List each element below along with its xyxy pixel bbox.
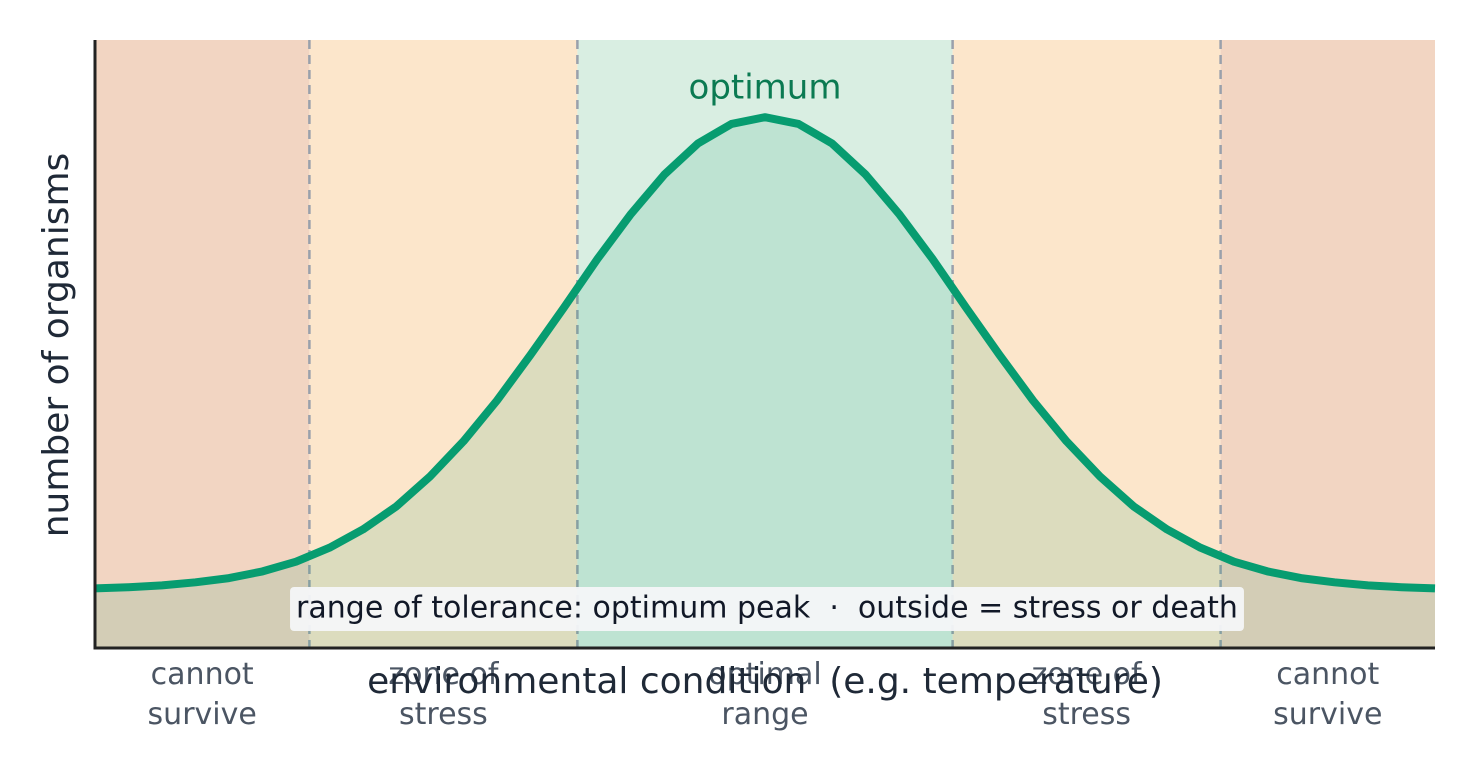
x-axis-label: environmental condition (e.g. temperatur… [367,661,1163,702]
zone-label: zone of stress [388,657,499,732]
zone-label-line: range [721,697,808,732]
zone-label-line: stress [399,697,488,732]
zone-label: optimal range [708,657,821,732]
zone-label-line: survive [148,697,257,732]
zone-label-line: cannot [1276,657,1379,692]
zone-label-line: zone of [388,657,499,692]
zone-label: zone of stress [1032,657,1143,732]
zone-label: cannot survive [148,657,257,732]
note-box [290,587,1244,631]
zone-label: cannot survive [1273,657,1382,732]
peak-label: optimum [689,68,842,108]
zone [577,40,953,648]
zone-label-line: stress [1042,697,1131,732]
y-axis-label: number of organisms [36,153,77,538]
curve [94,113,1436,593]
zone-label-line: cannot [151,657,254,692]
zone [1220,40,1435,648]
curve-area [95,117,1435,648]
note: range of tolerance: optimum peak · outsi… [296,591,1238,626]
zone-label-line: survive [1273,697,1382,732]
zone [309,40,578,648]
zone-label-line: zone of [1032,657,1143,692]
zone [95,40,310,648]
zone-label-line: optimal [708,657,821,692]
zone [952,40,1221,648]
